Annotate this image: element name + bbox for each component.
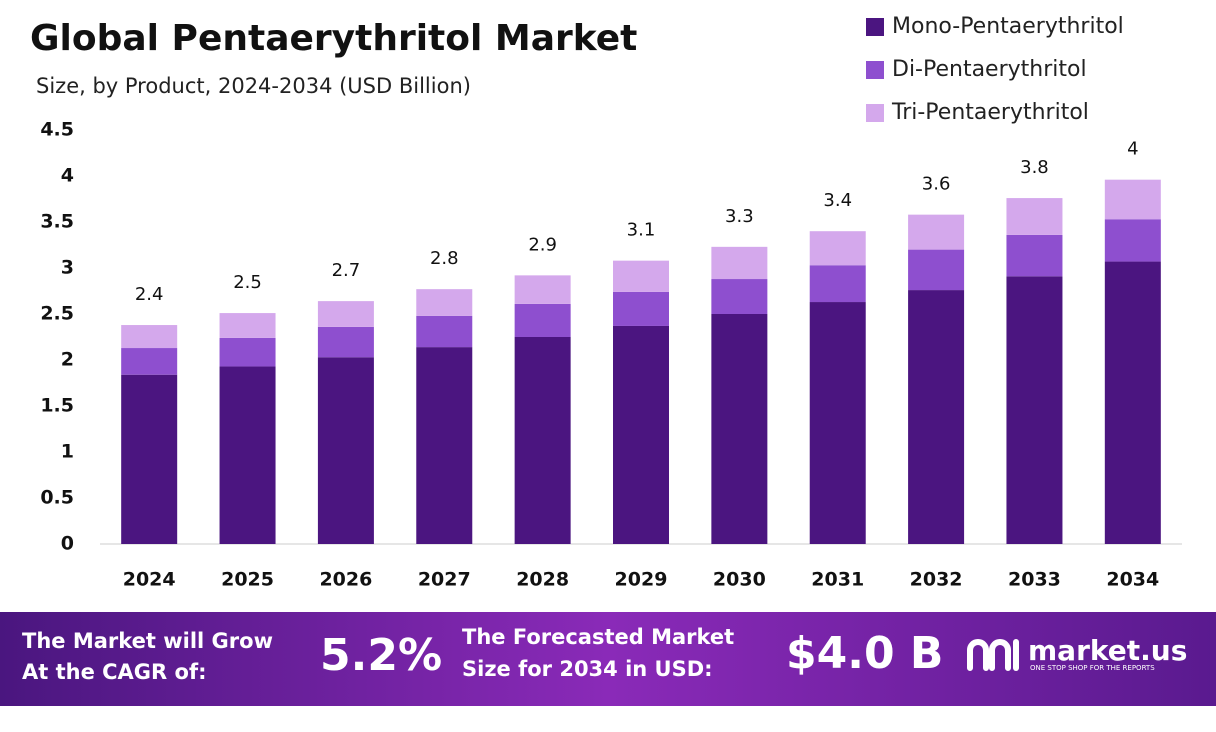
y-tick-label: 1 [61,441,74,463]
bar-segment [809,231,866,266]
total-label: 2.8 [430,248,459,269]
forecast-text: Size for 2034 in USD: [462,657,713,681]
bar-segment [219,366,276,544]
x-tick-label: 2026 [319,569,372,591]
bar-segment [121,348,178,375]
x-tick-label: 2028 [516,569,569,591]
forecast-value: $4.0 B [786,628,943,679]
bar-segment [1104,261,1161,544]
bar-segment [1104,179,1161,220]
total-label: 2.5 [233,272,262,293]
bar-segment [613,260,669,292]
bar-segment [121,374,178,544]
total-label: 3.8 [1020,157,1049,178]
bar-segment [514,337,571,544]
cagr-value: 5.2% [320,630,442,681]
legend-swatch [866,104,884,122]
y-tick-label: 3 [61,257,74,279]
y-tick-label: 2 [61,349,74,371]
bar-segment [809,265,866,303]
total-label: 2.7 [332,260,361,281]
y-tick-label: 0.5 [40,487,74,509]
bar-segment [317,301,374,327]
bar-segment [1104,219,1161,262]
cagr-text: At the CAGR of: [22,660,207,684]
total-label: 3.1 [627,220,656,241]
total-label: 3.6 [922,174,951,195]
x-tick-label: 2032 [910,569,963,591]
bar-segment [317,357,374,544]
chart-title: Global Pentaerythritol Market [30,18,637,59]
bar-segment [416,347,473,544]
bar-segment [219,313,276,338]
bar-segment [1006,276,1063,544]
y-tick-label: 2.5 [40,303,74,325]
brand-tagline: ONE STOP SHOP FOR THE REPORTS [1030,664,1155,672]
bar-segment [1006,234,1063,277]
bar-segment [514,275,571,304]
chart-subtitle: Size, by Product, 2024-2034 (USD Billion… [36,74,471,98]
y-tick-label: 4 [61,165,74,187]
bar-segment [711,314,768,544]
total-label: 4 [1127,139,1138,160]
bar-segment [711,246,768,280]
bar-segment [809,302,866,544]
bar-segment [416,289,473,316]
cagr-text: The Market will Grow [22,629,273,653]
legend-swatch [866,18,884,36]
bar-segment [613,291,669,326]
x-tick-label: 2025 [221,569,274,591]
x-tick-label: 2024 [123,569,176,591]
total-label: 3.4 [823,190,852,211]
x-tick-label: 2033 [1008,569,1061,591]
y-tick-label: 3.5 [40,211,74,233]
brand-logo [967,639,1019,671]
bar-segment [613,325,669,544]
y-tick-label: 4.5 [40,119,74,141]
x-tick-label: 2027 [418,569,471,591]
x-tick-label: 2029 [615,569,668,591]
legend-label: Mono-Pentaerythritol [892,14,1124,39]
x-tick-label: 2030 [713,569,766,591]
bar-segment [908,249,965,291]
bar-segment [219,337,276,367]
brand-name: market.us [1028,634,1187,667]
bar-segment [1006,198,1063,235]
forecast-text: The Forecasted Market [462,625,734,649]
bar-segment [908,290,965,544]
bar-segment [514,303,571,337]
y-tick-label: 1.5 [40,395,74,417]
legend-swatch [866,61,884,79]
x-tick-label: 2031 [811,569,864,591]
bar-segment [317,326,374,358]
y-tick-label: 0 [61,533,74,555]
legend-label: Tri-Pentaerythritol [891,100,1089,125]
x-tick-label: 2034 [1106,569,1159,591]
bar-segment [416,315,473,348]
bar-segment [908,214,965,250]
total-label: 2.4 [135,284,164,305]
total-label: 3.3 [725,206,754,227]
legend-label: Di-Pentaerythritol [892,57,1087,82]
bar-segment [121,325,178,349]
bar-segment [711,279,768,314]
total-label: 2.9 [528,234,557,255]
